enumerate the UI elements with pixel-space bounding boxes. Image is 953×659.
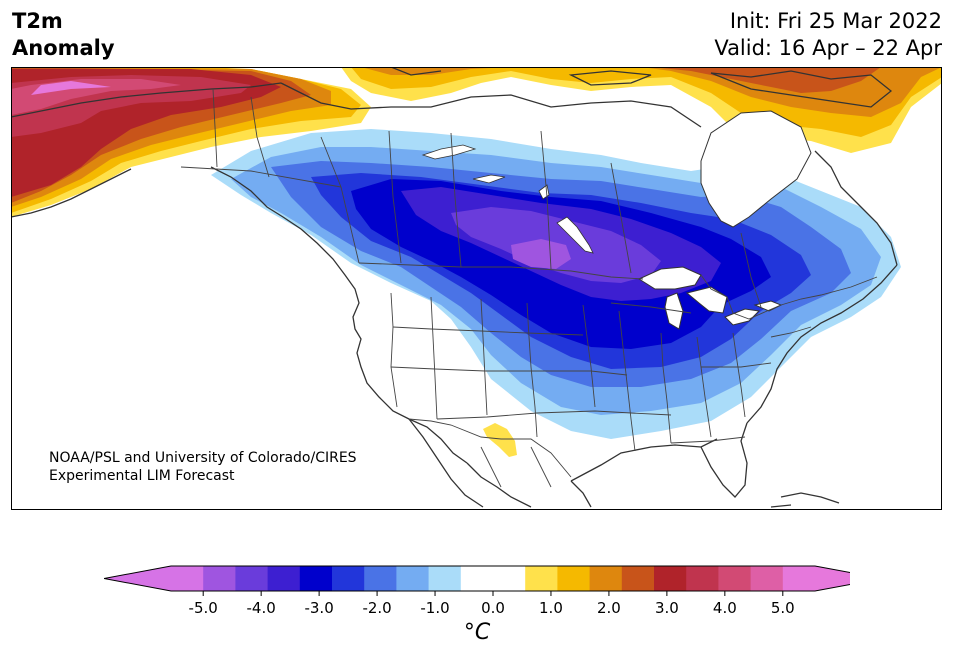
coastlines	[11, 67, 898, 508]
colorbar-bin	[621, 566, 655, 591]
colorbar-bin	[267, 566, 301, 591]
colorbar-bin	[203, 566, 236, 591]
mexico-warm-patch	[483, 423, 517, 457]
colorbar-ticks: -5.0 -4.0 -3.0 -2.0 -1.0 0.0 1.0 2.0 3.0 4.0 5.0	[189, 591, 795, 617]
colorbar-bin	[654, 566, 687, 591]
colorbar-bin	[364, 566, 397, 591]
credit-line-2: Experimental LIM Forecast	[49, 468, 235, 484]
forecast-dates: Init: Fri 25 Mar 2022 Valid: 16 Apr – 22…	[714, 8, 942, 62]
credit-line-1: NOAA/PSL and University of Colorado/CIRE…	[49, 450, 357, 466]
colorbar-bin	[299, 566, 333, 591]
colorbar: -5.0 -4.0 -3.0 -2.0 -1.0 0.0 1.0 2.0 3.0 4.0 5.0 °…	[103, 562, 883, 652]
colorbar-tick-label: -3.0	[304, 599, 333, 617]
colorbar-tick-label: 4.0	[713, 599, 737, 617]
valid-range: Valid: 16 Apr – 22 Apr	[714, 36, 942, 60]
colorbar-bin	[493, 566, 526, 591]
colorbar-tick-label: 1.0	[539, 599, 563, 617]
colorbar-outline	[103, 565, 883, 592]
colorbar-tick-label: -4.0	[247, 599, 276, 617]
colorbar-tick-label: -5.0	[189, 599, 218, 617]
political-borders	[180, 88, 878, 488]
colorbar-tick-label: 2.0	[597, 599, 621, 617]
colorbar-bin	[718, 566, 752, 591]
credit-text: NOAA/PSL and University of Colorado/CIRE…	[49, 449, 357, 485]
colorbar-bin	[396, 566, 430, 591]
colorbar-bin	[686, 566, 719, 591]
map-title: T2m Anomaly	[12, 8, 115, 62]
anomaly-map	[11, 67, 942, 510]
colorbar-bin	[460, 566, 494, 591]
colorbar-bin	[750, 566, 784, 591]
colorbar-tick-label: -2.0	[362, 599, 391, 617]
colorbar-bins	[171, 566, 816, 591]
colorbar-tick-label: -1.0	[420, 599, 449, 617]
colorbar-over-arrow	[815, 566, 882, 591]
colorbar-bin	[171, 566, 204, 591]
colorbar-bin	[782, 566, 816, 591]
title-line-2: Anomaly	[12, 36, 115, 60]
colorbar-bin	[332, 566, 365, 591]
colorbar-tick-label: 3.0	[655, 599, 679, 617]
colorbar-tick-label: 0.0	[481, 599, 505, 617]
colorbar-bin	[557, 566, 591, 591]
hudson-bay	[700, 110, 812, 228]
init-date: Init: Fri 25 Mar 2022	[729, 9, 942, 33]
colorbar-bin	[235, 566, 269, 591]
colorbar-under-arrow	[104, 566, 171, 591]
title-line-1: T2m	[12, 9, 63, 33]
colorbar-bin	[589, 566, 623, 591]
colorbar-bin	[525, 566, 558, 591]
colorbar-tick-label: 5.0	[771, 599, 795, 617]
colorbar-unit-label: °C	[464, 620, 491, 645]
colorbar-bin	[428, 566, 462, 591]
